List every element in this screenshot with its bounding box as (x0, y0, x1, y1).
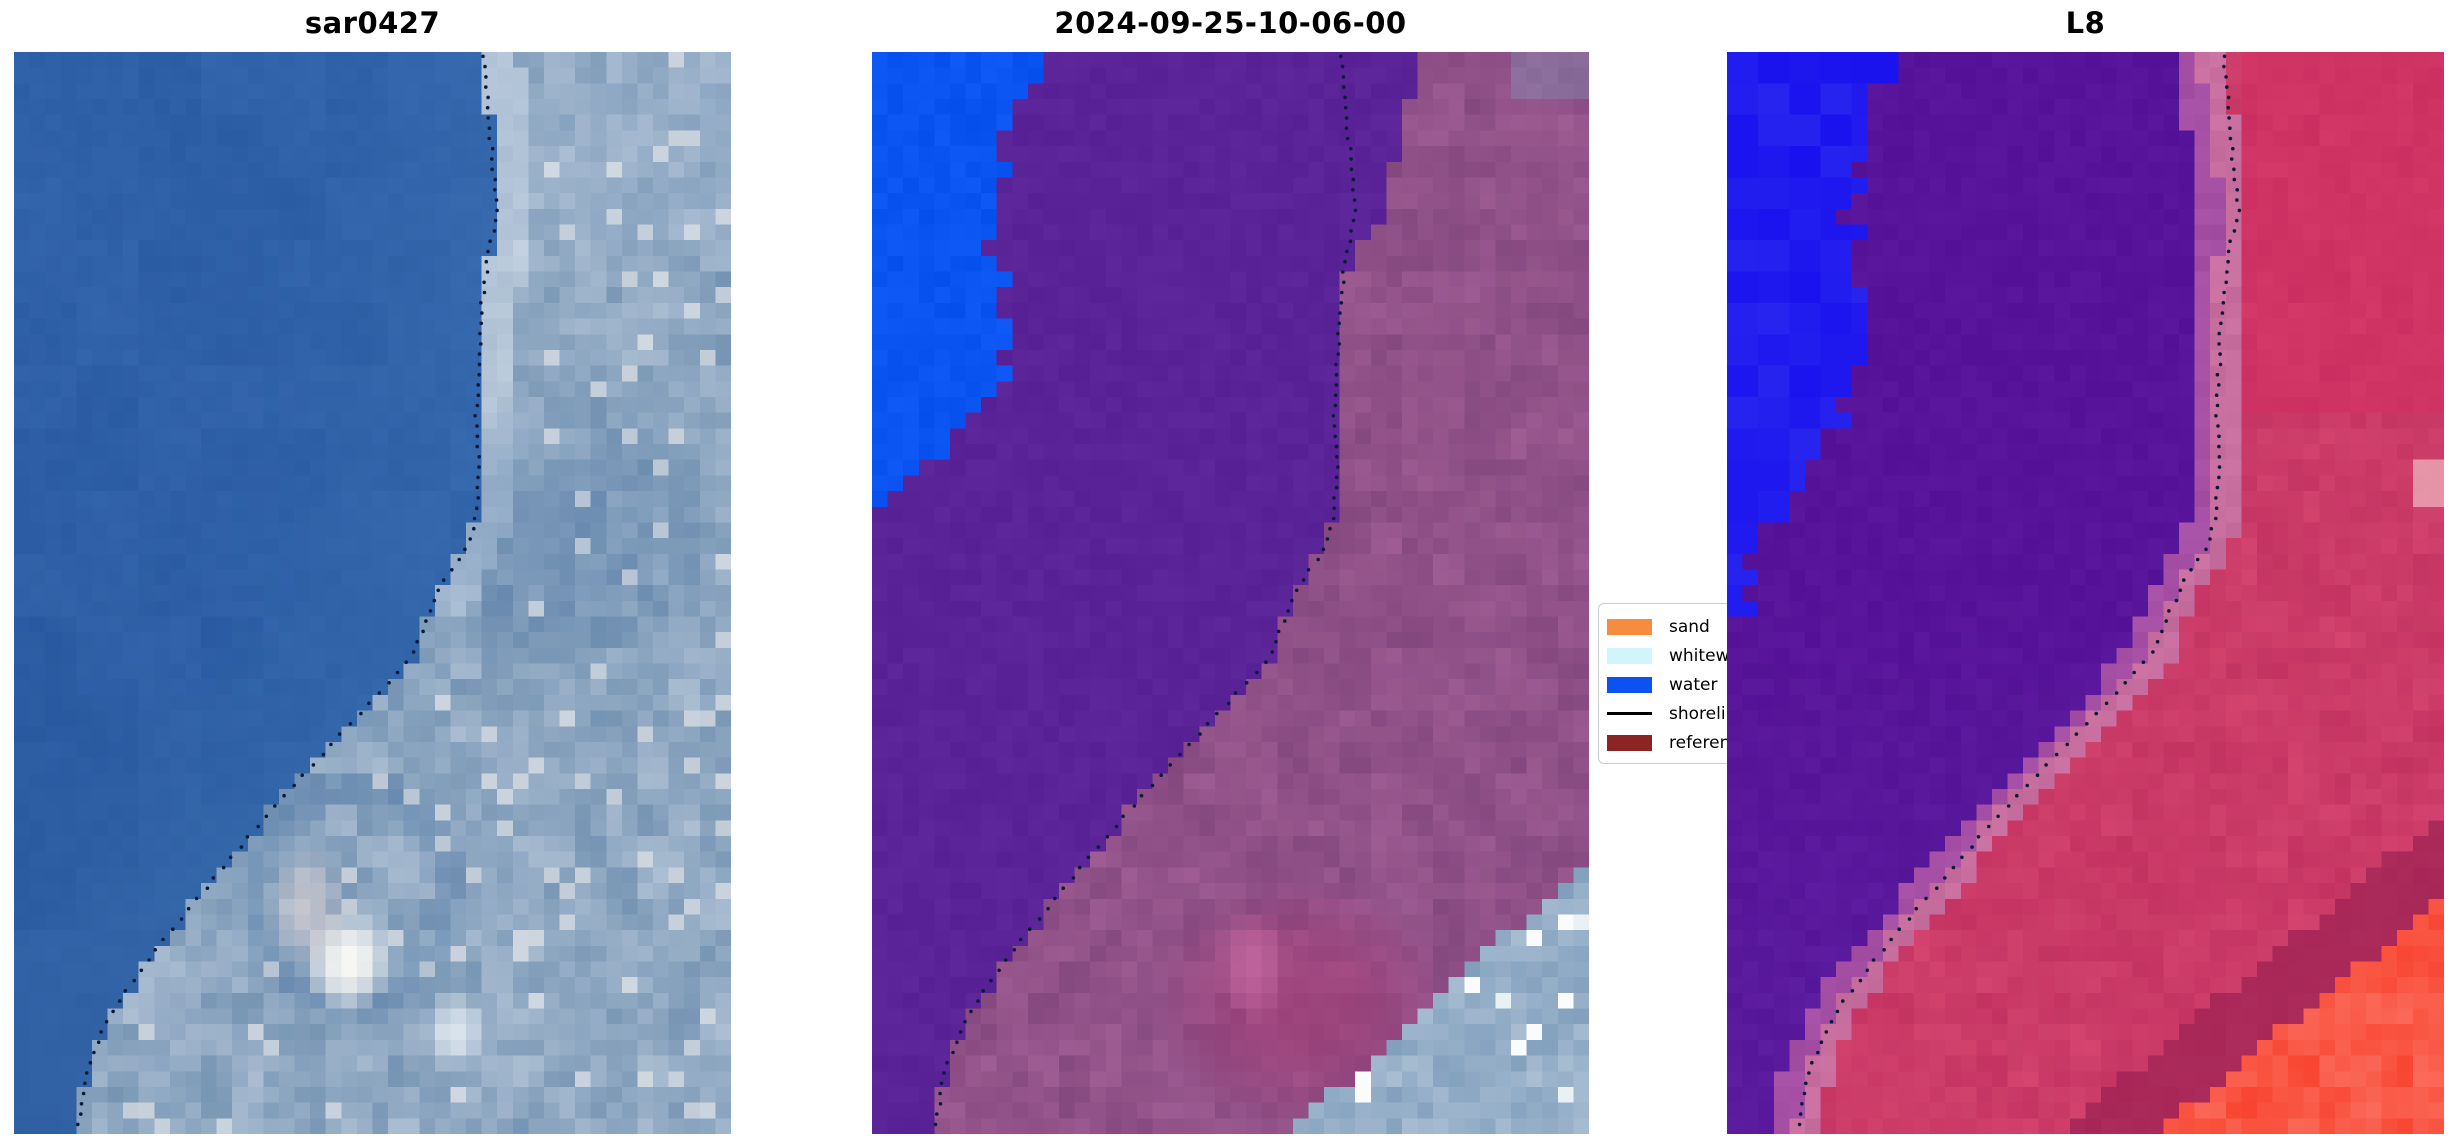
legend-swatch-shoreline-line (1607, 712, 1652, 715)
legend-item: sand (1607, 612, 1827, 641)
panel-title-l8: L8 (2065, 6, 2106, 40)
legend-swatch-reference-shoreline (1607, 734, 1652, 751)
panel-l8: L8 (1727, 6, 2444, 1134)
panel-title-classified: 2024-09-25-10-06-00 (1054, 6, 1407, 40)
legend-label: water (1669, 674, 1718, 695)
classified-image (872, 52, 1589, 1134)
legend-swatch-sand (1607, 618, 1652, 635)
legend-swatch-whitewater (1607, 647, 1652, 664)
panel-title-sar0427: sar0427 (304, 6, 441, 40)
panel-sar0427: sar0427 (14, 6, 731, 1134)
legend-swatch-water (1607, 676, 1652, 693)
legend-label: sand (1669, 616, 1710, 637)
legend-item: water (1607, 670, 1827, 699)
l8-satellite-image (1727, 52, 2444, 1134)
panel-classified-2024-09-25: 2024-09-25-10-06-00 (872, 6, 1589, 1134)
sar-satellite-image (14, 52, 731, 1134)
